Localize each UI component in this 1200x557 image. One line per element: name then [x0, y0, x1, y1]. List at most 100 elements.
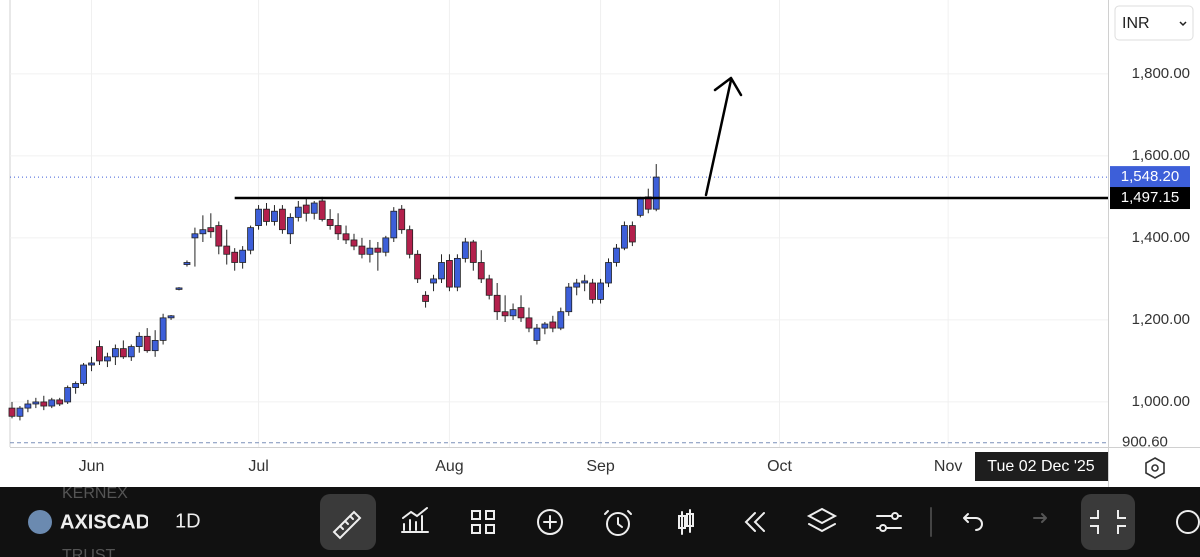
alert-tool[interactable]: [606, 512, 630, 536]
watch-symbol: TRUST: [62, 547, 116, 557]
chart-background: [0, 0, 1200, 487]
candle-body: [135, 335, 143, 347]
candle-body: [104, 356, 111, 362]
candle-body: [366, 247, 374, 255]
candle-body: [199, 229, 207, 235]
candle-body: [628, 225, 636, 243]
candle-body: [398, 208, 406, 231]
interval[interactable]: 1D: [175, 510, 201, 532]
candle-body: [382, 237, 390, 253]
candle-body: [477, 262, 485, 280]
y-tick-label: 1,000.00: [1132, 393, 1190, 410]
candle-body: [541, 323, 549, 329]
candle-body: [183, 262, 191, 265]
candle-body: [24, 403, 32, 409]
replay-tool[interactable]: [744, 512, 765, 532]
candle-body: [223, 245, 231, 255]
chart-type-tool[interactable]: [678, 509, 694, 535]
candle-body: [310, 202, 318, 214]
candle-body: [239, 249, 247, 263]
candle-body: [374, 247, 382, 253]
candle-body: [517, 307, 525, 319]
last-price-tag: [1110, 166, 1190, 189]
candle-body: [207, 227, 215, 233]
candle-body: [342, 233, 350, 241]
candle-body: [191, 233, 199, 239]
candle-body: [334, 225, 342, 235]
candle-body: [48, 399, 56, 407]
candle-body: [485, 278, 493, 296]
candle-body: [461, 241, 469, 259]
candle-body: [438, 262, 445, 280]
ruler-tool[interactable]: [332, 510, 362, 540]
candle-body: [80, 364, 87, 384]
add-tool[interactable]: [537, 509, 563, 535]
x-tick-label: Jul: [248, 458, 268, 475]
objects-tool[interactable]: [806, 507, 838, 533]
y-tick-label: 1,600.00: [1132, 147, 1190, 164]
candle-body: [263, 208, 270, 222]
candle-body: [175, 287, 183, 290]
candle-body: [613, 247, 620, 263]
x-tick-label: Aug: [435, 458, 463, 475]
candle-body: [453, 257, 461, 288]
currency: INR: [1122, 15, 1150, 32]
candle-body: [64, 387, 72, 403]
candle-body: [302, 204, 310, 214]
candle-body: [111, 348, 119, 358]
level-tag: [1110, 187, 1190, 210]
candle-body: [167, 315, 175, 319]
layouts-tool[interactable]: [471, 510, 495, 534]
plot-area: [8, 0, 1108, 447]
x-tick-label: Sep: [586, 458, 615, 475]
candle-body: [88, 362, 95, 366]
tool-highlight: [320, 494, 376, 550]
candle-body: [549, 321, 557, 329]
candle-body: [422, 294, 429, 302]
y-tick-label: 1,400.00: [1132, 229, 1190, 246]
candle-body: [390, 210, 398, 239]
candle-body: [565, 286, 573, 313]
symbol[interactable]: AXISCADES: [60, 511, 177, 533]
currency-dropdown[interactable]: [1114, 5, 1194, 41]
candle-body: [96, 346, 103, 362]
candle-body: [32, 401, 40, 405]
candle-body: [151, 340, 159, 352]
candle-body: [16, 407, 24, 417]
candle-body: [231, 251, 239, 263]
candle-body: [255, 208, 262, 226]
settings-button[interactable]: [1145, 457, 1165, 479]
x-tick-label: Nov: [934, 458, 962, 475]
fullscreen-tool[interactable]: [1090, 510, 1126, 534]
dropdown-caret: [1179, 21, 1187, 27]
undo-tool[interactable]: [963, 513, 983, 531]
symbol-logo: [28, 510, 52, 534]
candle-body: [350, 239, 358, 247]
candle-body: [605, 262, 612, 284]
symbol-fade: [148, 495, 158, 549]
candle-body: [406, 229, 414, 255]
candle-body: [215, 225, 223, 247]
watch-symbol: KERNEX: [62, 485, 128, 502]
candle-body: [525, 317, 533, 329]
candle-body: [430, 278, 437, 284]
candle-body: [271, 210, 278, 222]
candle-body: [127, 346, 135, 358]
indicators-tool[interactable]: [401, 507, 429, 533]
candle-body: [286, 216, 294, 235]
candle-body: [636, 198, 644, 216]
crosshair-date: Tue 02 Dec '25: [987, 458, 1095, 475]
candle-body: [533, 327, 541, 341]
extra-tool[interactable]: [1176, 510, 1200, 534]
candle-body: [493, 294, 501, 313]
y-tick-label: 1,200.00: [1132, 311, 1190, 328]
candle-body: [294, 206, 302, 218]
low-line-label: 900.60: [1122, 434, 1168, 451]
candle-body: [652, 176, 660, 210]
candle-body: [318, 200, 326, 220]
candle-body: [159, 317, 167, 341]
candle-body: [358, 245, 366, 255]
candle-body: [446, 260, 453, 288]
redo-tool[interactable]: [1033, 513, 1047, 523]
tool-highlight: [1081, 494, 1135, 550]
